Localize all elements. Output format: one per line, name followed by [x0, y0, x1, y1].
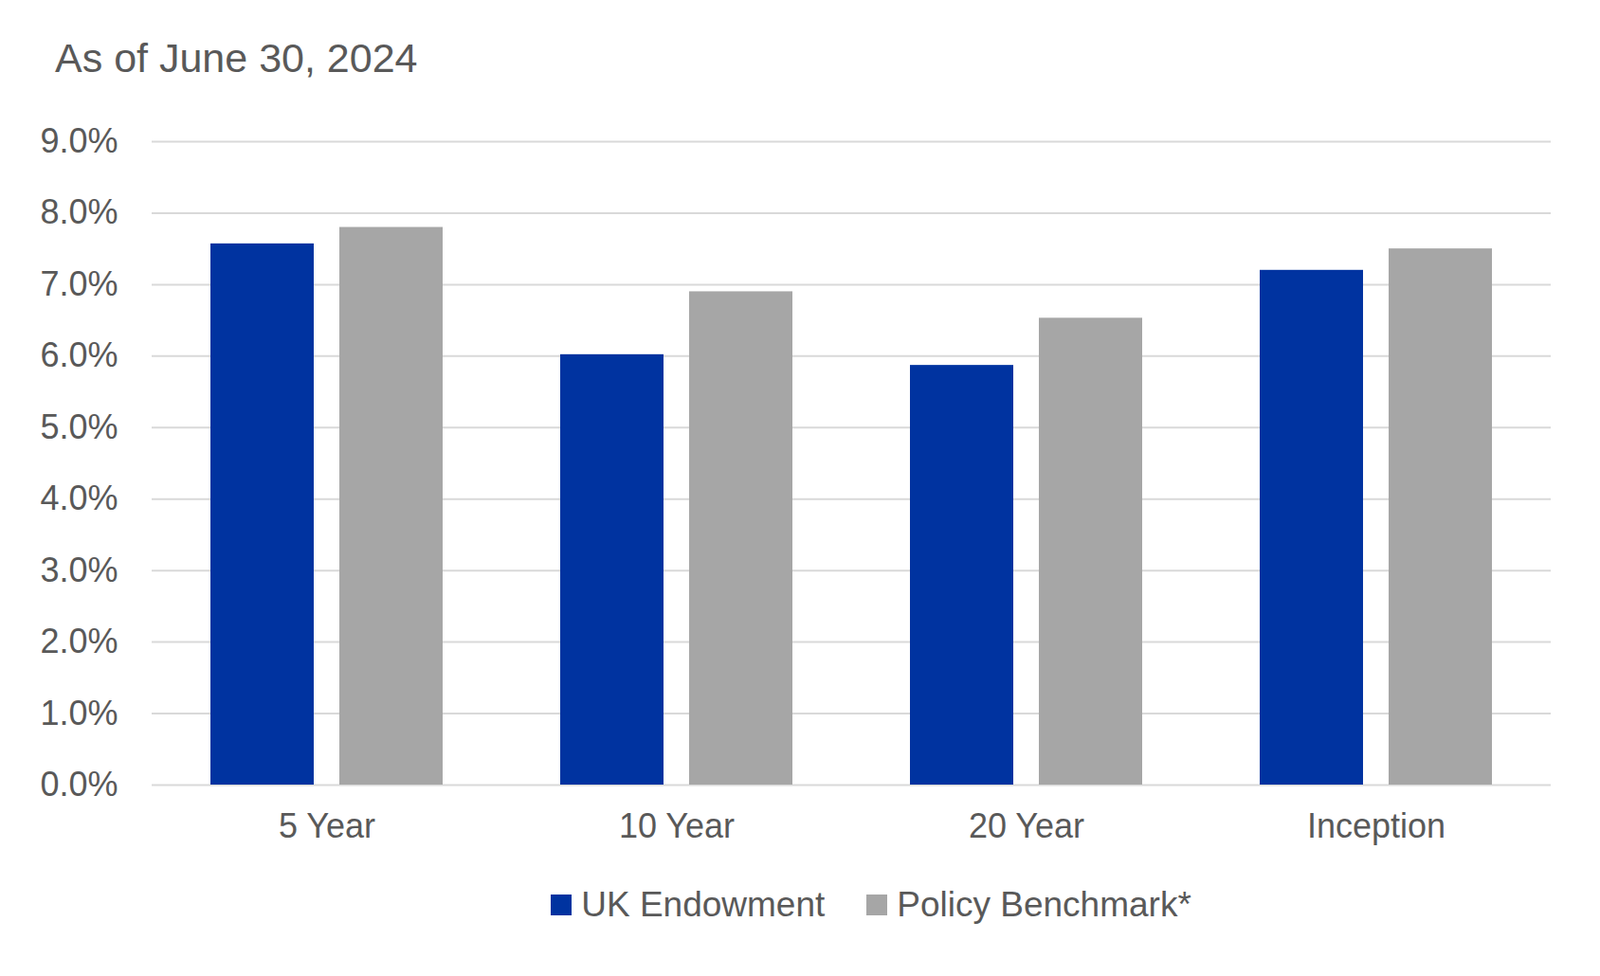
html-text:As of June 30, 2024: As of June 30, 2024 [54, 35, 418, 81]
svg-text:3.0%: 3.0% [39, 550, 118, 590]
svg-text:4.0%: 4.0% [39, 478, 118, 518]
svg-text:5.0%: 5.0% [39, 407, 118, 447]
svg-text:9.0%: 9.0% [39, 121, 118, 161]
html-text:Policy Benchmark*: Policy Benchmark* [896, 885, 1192, 925]
svg-text:6.0%: 6.0% [39, 335, 118, 375]
svg-text:7.0%: 7.0% [39, 264, 118, 304]
svg-text:2.0%: 2.0% [39, 621, 118, 661]
svg-text:5 Year: 5 Year [278, 806, 376, 846]
svg-text:0.0%: 0.0% [39, 764, 118, 804]
svg-text:8.0%: 8.0% [39, 192, 118, 232]
html-text:UK Endowment: UK Endowment [581, 885, 825, 925]
svg-text:Inception: Inception [1307, 806, 1446, 846]
svg-text:10 Year: 10 Year [618, 806, 735, 846]
svg-text:1.0%: 1.0% [39, 693, 118, 733]
svg-text:20 Year: 20 Year [968, 806, 1085, 846]
